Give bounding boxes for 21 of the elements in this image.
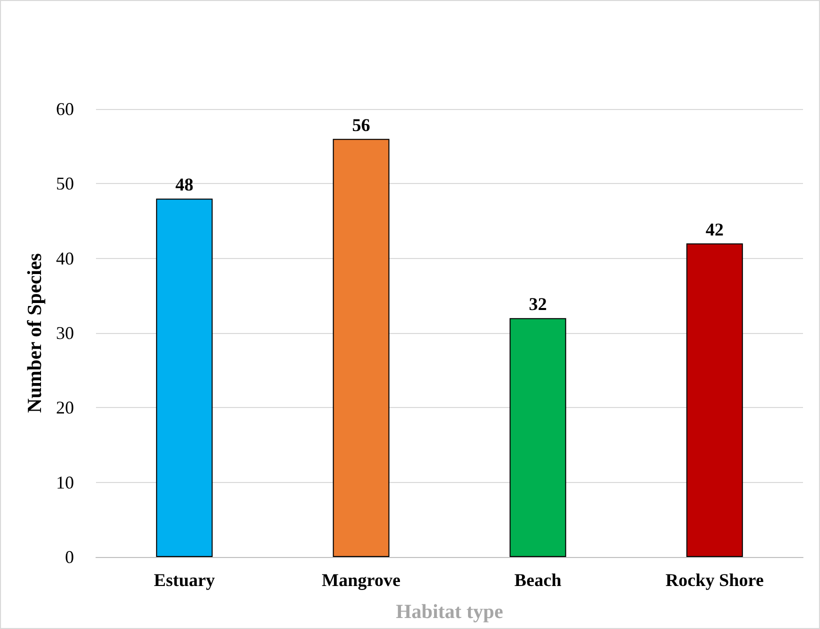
data-label: 56: [352, 114, 370, 135]
y-tick-label: 20: [56, 398, 74, 418]
y-axis-title: Number of Species: [24, 252, 46, 413]
data-label: 42: [706, 219, 724, 240]
y-tick-label: 60: [56, 99, 74, 119]
x-tick-label: Rocky Shore: [666, 570, 764, 590]
bar: [686, 243, 743, 557]
y-tick-label: 30: [56, 323, 74, 343]
x-tick-label: Estuary: [154, 570, 215, 590]
bar: [332, 138, 390, 557]
data-label: 48: [175, 174, 194, 195]
data-label: 32: [528, 294, 547, 314]
x-tick-label: Mangrove: [322, 570, 400, 590]
x-tick-label: Beach: [514, 570, 562, 590]
y-tick-label: 50: [56, 174, 74, 194]
bar: [156, 198, 213, 557]
y-tick-label: 40: [56, 248, 74, 268]
bar: [510, 318, 566, 557]
y-tick-label: 10: [56, 472, 74, 492]
x-axis-title: Habitat type: [396, 601, 504, 623]
y-tick-label: 0: [65, 547, 74, 567]
